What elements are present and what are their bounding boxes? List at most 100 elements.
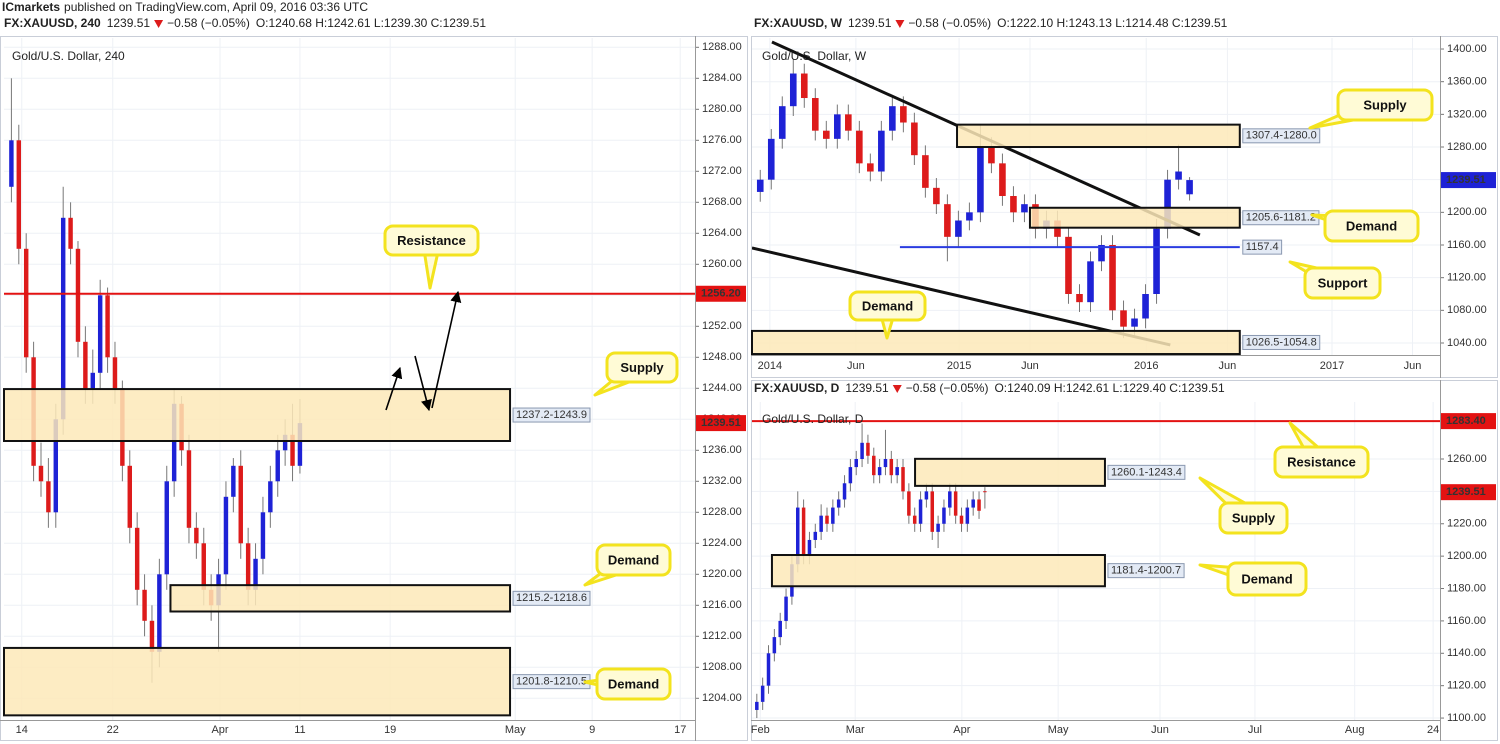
candle-body <box>194 527 199 544</box>
candle-body <box>1153 228 1160 295</box>
price-tag <box>696 285 746 302</box>
candle-body <box>912 515 917 524</box>
y-tick-label: 1120.00 <box>1447 680 1486 692</box>
y-tick-label: 1320.00 <box>1447 108 1487 120</box>
candle-body <box>164 481 169 575</box>
arrows <box>385 290 462 412</box>
candle-body <box>9 140 14 187</box>
candle-body <box>988 147 995 164</box>
zone-label-box <box>1242 334 1321 350</box>
zone-label: 1260.1-1243.4 <box>1111 466 1182 478</box>
candle-body <box>795 507 800 565</box>
y-tick-label: 1200.00 <box>1447 550 1487 562</box>
brand: ICmarkets <box>2 0 60 14</box>
ohlc: O:1240.09 H:1242.61 L:1229.40 C:1239.51 <box>994 381 1225 395</box>
y-tick-label: 1228.00 <box>702 506 742 518</box>
candle-body <box>134 527 140 590</box>
zone <box>914 457 1106 487</box>
x-tick-label: 22 <box>107 724 119 736</box>
candle-body <box>860 442 864 459</box>
callout-text: Demand <box>1241 571 1292 586</box>
zone-label-box <box>1242 128 1321 144</box>
x-tick-label: 9 <box>589 724 595 736</box>
candle-body <box>895 467 899 476</box>
candle-body <box>942 507 946 524</box>
ohlc: O:1240.68 H:1242.61 L:1239.30 C:1239.51 <box>256 16 487 30</box>
y-tick-label: 1268.00 <box>702 196 742 208</box>
candle-body <box>112 357 118 389</box>
zone-label: 1237.2-1243.9 <box>516 409 587 421</box>
chart-panel: FX:XAUUSD, D 1239.51 −0.58 (−0.05%) O:1240.… <box>751 380 1498 741</box>
arrow <box>385 366 403 411</box>
y-tick-label: 1276.00 <box>702 134 742 146</box>
x-tick-label: Mar <box>846 724 865 736</box>
x-tick-label: 2017 <box>1320 360 1344 372</box>
candle-body <box>918 499 923 524</box>
y-tick-label: 1272.00 <box>702 165 742 177</box>
callout-box <box>605 351 679 384</box>
zone-label-box <box>512 590 591 606</box>
candle-body <box>966 212 973 221</box>
candle-body <box>778 106 786 139</box>
candle-body <box>778 620 782 638</box>
zone <box>770 554 1106 588</box>
symbol: FX:XAUUSD, D <box>754 381 840 395</box>
candle-body <box>238 465 243 544</box>
x-tick-label: Jun <box>1404 360 1422 372</box>
x-tick-label: May <box>505 724 526 736</box>
candle-body <box>922 155 929 188</box>
zone-label: 1307.4-1280.0 <box>1246 130 1317 142</box>
candle-body <box>971 499 975 508</box>
y-tick-label: 1252.00 <box>702 320 742 332</box>
callout-box <box>1303 266 1382 300</box>
candle-body <box>297 423 303 466</box>
y-tick-label: 1160.00 <box>1447 615 1486 627</box>
callout-box <box>1273 445 1370 479</box>
price-tag <box>1441 172 1496 189</box>
y-tick-label: 1280.00 <box>702 103 742 115</box>
y-tick-label: 1120.00 <box>1447 272 1486 284</box>
candle-body <box>872 455 876 476</box>
candle-body <box>1065 236 1072 295</box>
price-tag-label: 1239.51 <box>1446 174 1486 186</box>
x-tick-label: Jun <box>1219 360 1237 372</box>
y-tick-label: 1244.00 <box>702 382 742 394</box>
candle-body <box>1120 310 1127 327</box>
x-tick-label: 19 <box>384 724 396 736</box>
zone-label: 1205.6-1181.2 <box>1246 212 1316 224</box>
candle-body <box>948 491 952 508</box>
price-tag-label: 1256.20 <box>701 288 741 300</box>
candle-body <box>1087 261 1094 303</box>
candle-body <box>1010 196 1017 213</box>
y-tick-label: 1100.00 <box>1447 712 1486 724</box>
chart-title: Gold/U.S. Dollar, 240 <box>12 49 125 63</box>
x-tick-label: 11 <box>294 724 305 736</box>
callout-text: Support <box>1318 275 1368 290</box>
candle-body <box>1076 294 1083 303</box>
candle-body <box>999 163 1006 197</box>
candle-body <box>953 491 958 516</box>
candle-body <box>83 341 88 389</box>
candle-body <box>936 523 940 532</box>
callout-box <box>1226 561 1308 597</box>
callout-text: Demand <box>608 552 659 567</box>
symbol: FX:XAUUSD, W <box>754 16 843 30</box>
zone-label: 1181.4-1200.7 <box>1111 565 1181 577</box>
y-tick-label: 1280.00 <box>1447 141 1487 153</box>
price-tag <box>1441 413 1496 430</box>
candle-body <box>766 653 771 686</box>
y-tick-label: 1160.00 <box>1447 239 1486 251</box>
x-tick-label: 2015 <box>947 360 971 372</box>
candle-body <box>924 491 929 500</box>
x-tick-label: 2014 <box>758 360 782 372</box>
callout-box <box>595 667 672 701</box>
x-tick-label: 2016 <box>1134 360 1158 372</box>
x-tick-label: Jul <box>1248 724 1262 736</box>
change: −0.58 (−0.05%) <box>906 381 989 395</box>
ohlc: O:1222.10 H:1243.13 L:1214.48 C:1239.51 <box>997 16 1228 30</box>
candle-body <box>977 499 981 511</box>
candle-body <box>97 295 103 373</box>
candle-body <box>105 295 110 358</box>
